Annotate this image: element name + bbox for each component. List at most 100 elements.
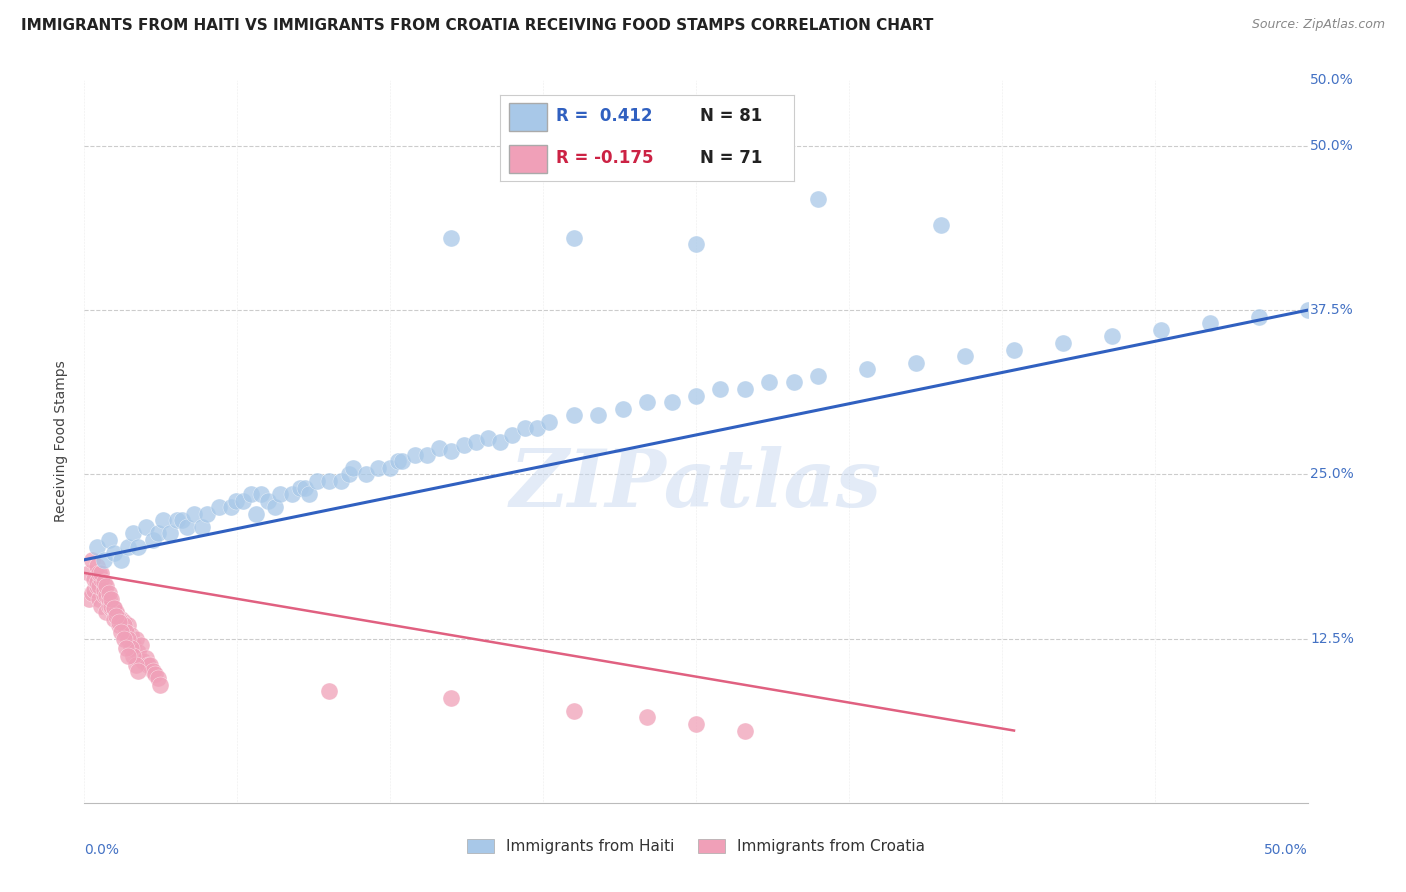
- Point: [97, 533, 120, 547]
- Point: [953, 349, 976, 363]
- Point: [440, 443, 463, 458]
- Point: [427, 441, 450, 455]
- Point: [80, 585, 103, 599]
- Text: ZIPatlas: ZIPatlas: [510, 446, 882, 524]
- Point: [298, 487, 321, 501]
- Point: [636, 710, 658, 724]
- Point: [183, 507, 205, 521]
- Point: [105, 605, 128, 619]
- Point: [685, 717, 707, 731]
- Point: [807, 192, 830, 206]
- Point: [905, 356, 928, 370]
- Point: [115, 625, 138, 640]
- Point: [117, 618, 139, 632]
- Point: [135, 651, 157, 665]
- Point: [612, 401, 634, 416]
- Point: [330, 474, 353, 488]
- Point: [117, 540, 139, 554]
- Point: [86, 579, 108, 593]
- Point: [294, 481, 316, 495]
- Point: [103, 601, 125, 615]
- Point: [86, 559, 108, 574]
- Point: [90, 566, 112, 580]
- Point: [166, 513, 188, 527]
- Point: [117, 648, 139, 663]
- Point: [685, 237, 707, 252]
- Point: [685, 388, 707, 402]
- Point: [96, 588, 118, 602]
- Point: [354, 467, 377, 482]
- Point: [125, 632, 148, 646]
- Text: 50.0%: 50.0%: [1264, 843, 1308, 856]
- Point: [464, 434, 486, 449]
- Point: [142, 533, 165, 547]
- Point: [734, 723, 756, 738]
- Point: [661, 395, 683, 409]
- Text: 25.0%: 25.0%: [1310, 467, 1354, 482]
- Point: [172, 513, 194, 527]
- Point: [146, 526, 169, 541]
- Point: [112, 632, 135, 646]
- Point: [1296, 303, 1319, 318]
- Text: 12.5%: 12.5%: [1310, 632, 1354, 646]
- Text: IMMIGRANTS FROM HAITI VS IMMIGRANTS FROM CROATIA RECEIVING FOOD STAMPS CORRELATI: IMMIGRANTS FROM HAITI VS IMMIGRANTS FROM…: [21, 18, 934, 33]
- Point: [1052, 336, 1074, 351]
- Point: [380, 460, 402, 475]
- Point: [96, 579, 118, 593]
- Point: [489, 434, 512, 449]
- Point: [93, 582, 115, 597]
- Point: [416, 448, 439, 462]
- Point: [110, 615, 132, 629]
- Point: [125, 657, 148, 672]
- Point: [281, 487, 304, 501]
- Point: [143, 667, 166, 681]
- Point: [90, 573, 112, 587]
- Point: [96, 605, 118, 619]
- Point: [120, 627, 142, 641]
- Point: [636, 395, 658, 409]
- Point: [1247, 310, 1270, 324]
- Point: [136, 657, 159, 672]
- Point: [97, 585, 120, 599]
- Point: [342, 460, 364, 475]
- Point: [1002, 343, 1025, 357]
- Point: [93, 588, 115, 602]
- Point: [110, 553, 132, 567]
- Point: [1101, 329, 1123, 343]
- Point: [103, 601, 125, 615]
- Point: [97, 599, 120, 613]
- Legend: Immigrants from Haiti, Immigrants from Croatia: Immigrants from Haiti, Immigrants from C…: [461, 833, 931, 860]
- Point: [97, 592, 120, 607]
- Point: [127, 540, 149, 554]
- Point: [709, 382, 731, 396]
- Point: [83, 573, 105, 587]
- Point: [191, 520, 214, 534]
- Point: [129, 638, 152, 652]
- Point: [264, 500, 287, 515]
- Point: [90, 599, 112, 613]
- Point: [100, 592, 122, 607]
- Point: [127, 645, 149, 659]
- Point: [269, 487, 291, 501]
- Point: [404, 448, 426, 462]
- Point: [562, 409, 585, 423]
- Point: [122, 638, 145, 652]
- Point: [77, 566, 100, 580]
- Point: [232, 493, 254, 508]
- Point: [208, 500, 231, 515]
- Point: [105, 605, 128, 619]
- Point: [139, 657, 162, 672]
- Point: [149, 677, 172, 691]
- Point: [318, 474, 340, 488]
- Text: Source: ZipAtlas.com: Source: ZipAtlas.com: [1251, 18, 1385, 31]
- Point: [112, 618, 135, 632]
- Point: [103, 612, 125, 626]
- Text: 50.0%: 50.0%: [1310, 73, 1354, 87]
- Point: [115, 625, 138, 640]
- Point: [122, 648, 145, 663]
- Y-axis label: Receiving Food Stamps: Receiving Food Stamps: [55, 360, 69, 523]
- Point: [93, 553, 115, 567]
- Point: [562, 231, 585, 245]
- Point: [142, 665, 165, 679]
- Point: [245, 507, 267, 521]
